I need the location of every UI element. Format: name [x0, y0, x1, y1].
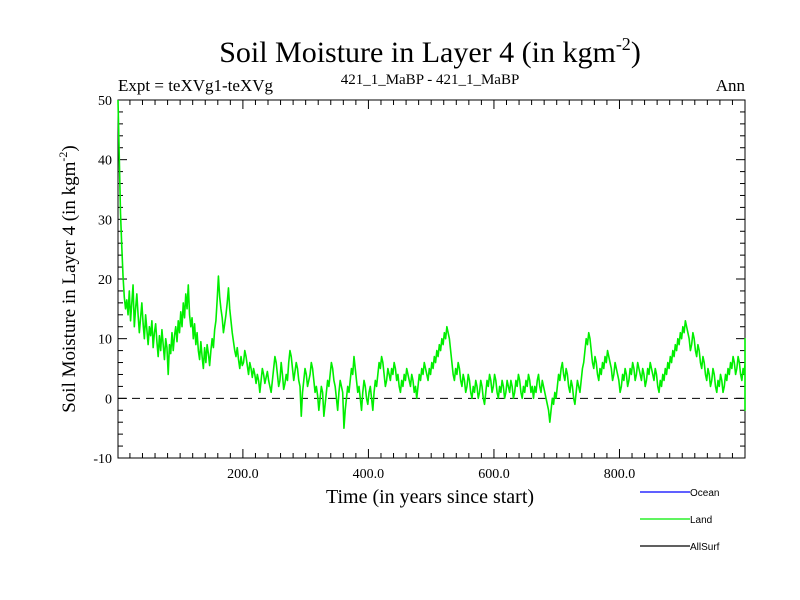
x-axis: 200.0 400.0 600.0 800.0	[129, 100, 733, 482]
x-tick-label: 400.0	[353, 467, 385, 482]
x-tick-label: 800.0	[604, 467, 636, 482]
legend: Ocean Land AllSurf	[640, 488, 720, 553]
x-axis-label: Time (in years since start)	[326, 486, 534, 508]
plot-frame	[117, 99, 746, 459]
chart-title: Soil Moisture in Layer 4 (in kgm-2)	[219, 34, 641, 69]
subtitle-left: Expt = teXVg1-teXVg	[118, 76, 274, 95]
y-tick-label: 30	[98, 213, 112, 228]
y-tick-label: 10	[98, 333, 112, 348]
y-axis: -10 0 10 20 30 40 50	[93, 94, 745, 467]
legend-label-land: Land	[690, 515, 712, 526]
x-tick-label: 600.0	[478, 467, 510, 482]
subtitle-right: Ann	[716, 76, 746, 95]
y-tick-label: 20	[98, 273, 112, 288]
y-tick-label: 0	[105, 392, 112, 407]
x-tick-label: 200.0	[227, 467, 259, 482]
y-tick-label: 40	[98, 154, 112, 169]
y-axis-label: Soil Moisture in Layer 4 (in kgm-2)	[56, 145, 80, 413]
legend-label-ocean: Ocean	[690, 488, 719, 499]
series-line-land	[117, 99, 746, 429]
y-tick-label: -10	[93, 452, 112, 467]
series-layer	[117, 99, 746, 429]
y-tick-label: 50	[98, 94, 112, 109]
subtitle-center: 421_1_MaBP - 421_1_MaBP	[341, 72, 520, 88]
legend-label-allsurf: AllSurf	[690, 542, 720, 553]
